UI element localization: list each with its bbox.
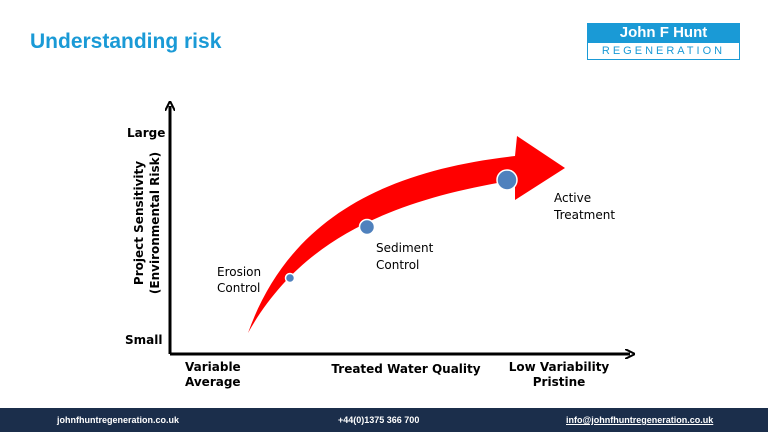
risk-trend-arrow: [248, 136, 565, 333]
x-axis-right-label-2: Pristine: [533, 375, 586, 389]
footer-email-link[interactable]: info@johnfhuntregeneration.co.uk: [566, 415, 713, 425]
x-axis-title: Treated Water Quality: [331, 362, 480, 376]
y-axis-top-label: Large: [127, 126, 165, 140]
label-erosion-2: Control: [217, 281, 260, 295]
footer-phone: +44(0)1375 366 700: [338, 415, 419, 425]
y-axis-bottom-label: Small: [125, 333, 162, 347]
risk-diagram: Erosion Control Sediment Control Active …: [0, 0, 768, 408]
point-active-treatment: [497, 170, 517, 190]
label-sediment-2: Control: [376, 258, 419, 272]
point-sediment-control: [360, 220, 375, 235]
y-axis-title-2: (Environmental Risk): [148, 152, 162, 294]
label-erosion-1: Erosion: [217, 265, 261, 279]
label-active-2: Treatment: [553, 208, 615, 222]
x-axis-right-label-1: Low Variability: [509, 360, 610, 374]
y-axis-title-1: Project Sensitivity: [132, 161, 146, 285]
footer-website-link[interactable]: johnfhuntregeneration.co.uk: [57, 415, 179, 425]
x-axis-left-label-2: Average: [185, 375, 241, 389]
point-erosion-control: [286, 274, 295, 283]
footer-bar: johnfhuntregeneration.co.uk +44(0)1375 3…: [0, 408, 768, 432]
x-axis-left-label-1: Variable: [185, 360, 241, 374]
label-sediment-1: Sediment: [376, 241, 434, 255]
label-active-1: Active: [554, 191, 591, 205]
